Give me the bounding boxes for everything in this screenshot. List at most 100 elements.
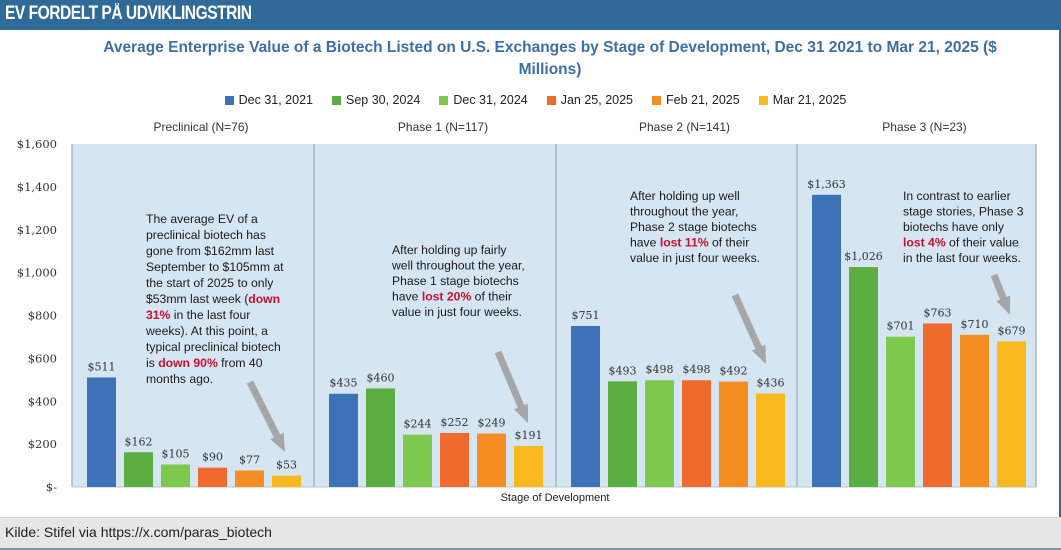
legend-swatch <box>439 95 449 105</box>
source-footer: Kilde: Stifel via https://x.com/paras_bi… <box>0 517 1061 550</box>
annotation-text: Phase 2 stage biotechs <box>630 220 757 234</box>
header-title: EV FORDELT PÅ UDVIKLINGSTRIN <box>5 3 252 24</box>
data-label: $763 <box>924 306 952 319</box>
annotation-text: from 40 <box>218 356 263 370</box>
data-label: $53 <box>276 459 297 472</box>
annotation-line: value in just four weeks. <box>392 305 522 319</box>
data-label: $498 <box>683 363 711 376</box>
annotation-line: well throughout the year, <box>391 259 525 273</box>
annotation-text: September to $105mm at <box>146 260 284 274</box>
bar <box>477 433 506 487</box>
annotation-highlight: down <box>248 292 280 306</box>
bar <box>608 381 637 487</box>
bar <box>514 446 543 487</box>
bar <box>272 475 301 487</box>
annotation-highlight: lost 11% <box>660 236 709 250</box>
annotation-line: The average EV of a <box>146 212 258 226</box>
legend-item: Dec 31, 2021 <box>224 91 313 109</box>
y-tick-label: $1,000 <box>17 266 57 280</box>
header-bar: EV FORDELT PÅ UDVIKLINGSTRIN <box>0 0 1061 30</box>
bar <box>886 336 915 487</box>
bar <box>997 341 1026 487</box>
annotation-line: is down 90% from 40 <box>146 356 263 370</box>
annotation-text: months ago. <box>146 372 213 386</box>
bar <box>812 194 841 487</box>
legend-item: Feb 21, 2025 <box>652 91 740 109</box>
annotation-line: In contrast to earlier <box>903 189 1011 203</box>
annotation-line: September to $105mm at <box>146 260 284 274</box>
y-tick-label: $600 <box>28 351 57 365</box>
arrow-icon <box>731 293 766 364</box>
bar <box>161 464 190 487</box>
data-label: $511 <box>88 360 116 373</box>
annotation-text: have <box>630 236 660 250</box>
annotation-line: have lost 20% of their <box>392 290 512 304</box>
annotation-text: value in just four weeks. <box>392 305 522 319</box>
y-tick-label: $1,200 <box>17 223 57 237</box>
annotation-line: typical preclinical biotech <box>146 340 281 354</box>
bar <box>87 377 116 487</box>
y-tick-label: $400 <box>28 394 57 408</box>
annotation-line: stage stories, Phase 3 <box>903 205 1024 219</box>
legend-swatch <box>546 95 556 105</box>
frame-edge <box>1059 30 1061 550</box>
annotation-line: Phase 2 stage biotechs <box>630 220 757 234</box>
bar <box>329 393 358 487</box>
annotation-line: preclinical biotech has <box>146 228 266 242</box>
data-label: $493 <box>609 364 637 377</box>
bar <box>571 326 600 487</box>
bar-chart: $- $200 $400 $600 $800 $1,000 $1,200 $1,400 $1,6… <box>17 120 1037 504</box>
bar <box>682 380 711 487</box>
legend-label: Mar 21, 2025 <box>772 93 847 107</box>
data-label: $751 <box>572 309 600 322</box>
annotation-text: preclinical biotech has <box>146 228 266 242</box>
bar <box>756 393 785 487</box>
annotation-text: gone from $162mm last <box>146 244 275 258</box>
annotation-text: have <box>392 290 422 304</box>
data-label: $244 <box>404 418 432 431</box>
data-label: $252 <box>441 416 469 429</box>
annotation-text: In contrast to earlier <box>903 189 1011 203</box>
bar <box>440 432 469 487</box>
annotation-highlight: lost 20% <box>422 290 472 304</box>
annotation-text: in the last four weeks. <box>903 251 1021 265</box>
annotation-text: biotechs have only <box>903 220 1005 234</box>
annotation-highlight: 31% <box>146 308 171 322</box>
data-label: $492 <box>720 365 748 378</box>
bar <box>198 467 227 487</box>
data-label: $435 <box>330 377 358 390</box>
annotation-text: value in just four weeks. <box>630 251 760 265</box>
annotation-line: biotechs have only <box>903 220 1005 234</box>
annotation-text: of their value <box>946 236 1019 250</box>
annotation-line: gone from $162mm last <box>146 244 275 258</box>
arrow-icon <box>494 350 528 423</box>
y-tick-label: $1,600 <box>17 137 57 151</box>
data-label: $710 <box>961 318 989 331</box>
annotation-line: After holding up well <box>630 189 740 203</box>
data-label: $460 <box>367 371 395 384</box>
legend-swatch <box>758 95 768 105</box>
annotation-text: of their <box>709 236 750 250</box>
y-tick-label: $800 <box>28 309 57 323</box>
data-label: $1,363 <box>807 178 846 191</box>
data-label: $191 <box>515 429 543 442</box>
legend-label: Sep 30, 2024 <box>345 93 421 107</box>
bar <box>403 434 432 487</box>
annotation-highlight: lost 4% <box>903 236 946 250</box>
annotation-text: $53mm last week ( <box>146 292 248 306</box>
data-label: $249 <box>478 417 506 430</box>
arrow-icon <box>246 380 285 452</box>
chart-title: Average Enterprise Value of a Biotech Li… <box>103 39 997 78</box>
data-label: $436 <box>757 377 785 390</box>
data-label: $701 <box>887 320 915 333</box>
annotation-line: 31% in the last four <box>146 308 250 322</box>
data-label: $1,026 <box>844 250 883 263</box>
annotation-line: months ago. <box>146 372 213 386</box>
legend-swatch <box>652 95 662 105</box>
data-label: $498 <box>646 363 674 376</box>
legend-item: Mar 21, 2025 <box>758 91 847 109</box>
bar <box>923 323 952 487</box>
data-label: $105 <box>162 447 190 460</box>
annotation-line: After holding up fairly <box>392 243 507 257</box>
annotation-text: throughout the year, <box>630 205 738 219</box>
